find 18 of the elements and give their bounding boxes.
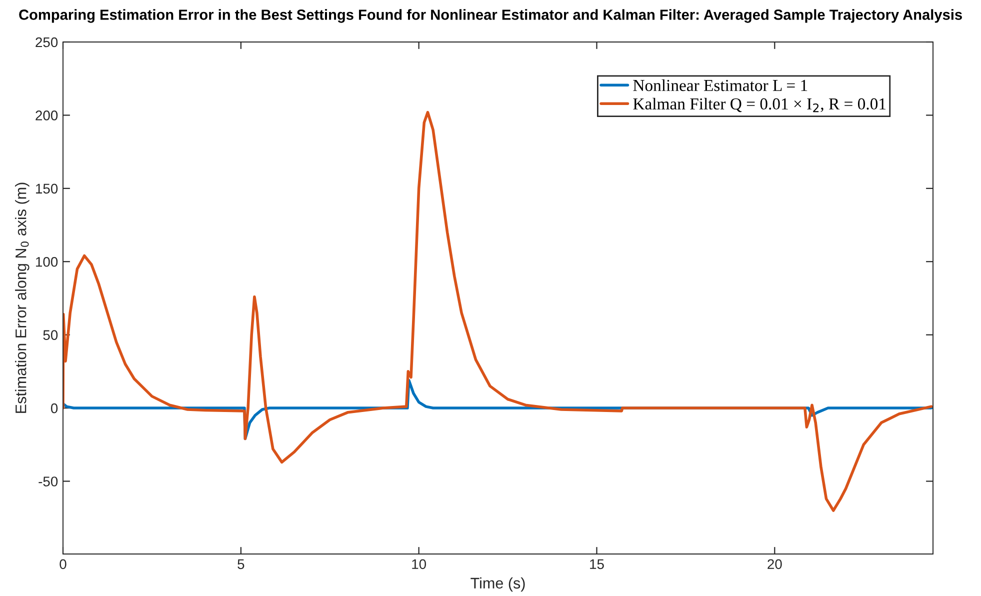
y-tick-label: 150: [36, 184, 58, 194]
y-tick-label: -50: [38, 476, 58, 486]
x-tick-label: 5: [238, 559, 244, 570]
x-axis-title: Time (s): [470, 577, 525, 592]
x-tick-label: 15: [590, 559, 604, 570]
x-tick-label: 20: [768, 559, 782, 570]
line-series: [63, 110, 933, 512]
y-tick-label: 50: [43, 330, 58, 340]
legend-label: Nonlinear Estimator L = 1: [633, 79, 808, 92]
chart-title: Comparing Estimation Error in the Best Settings Found for Nonlinear Estimator and Kalman Filter: Averaged Sample Trajectory Analysis: [19, 9, 962, 23]
x-tick-label: 10: [412, 559, 426, 570]
x-tick-label: 0: [60, 559, 66, 570]
y-tick-label: 100: [36, 256, 58, 267]
y-axis-title: Estimation Error along N$_{0}$ axis (m): [15, 182, 30, 413]
y-tick-label: 250: [36, 37, 58, 48]
y-tick-label: 0: [50, 403, 58, 414]
y-tick-label: 200: [36, 110, 58, 120]
legend-label: Kalman Filter Q = 0.01 × I$_{2}$, R = 0.01: [633, 98, 886, 112]
